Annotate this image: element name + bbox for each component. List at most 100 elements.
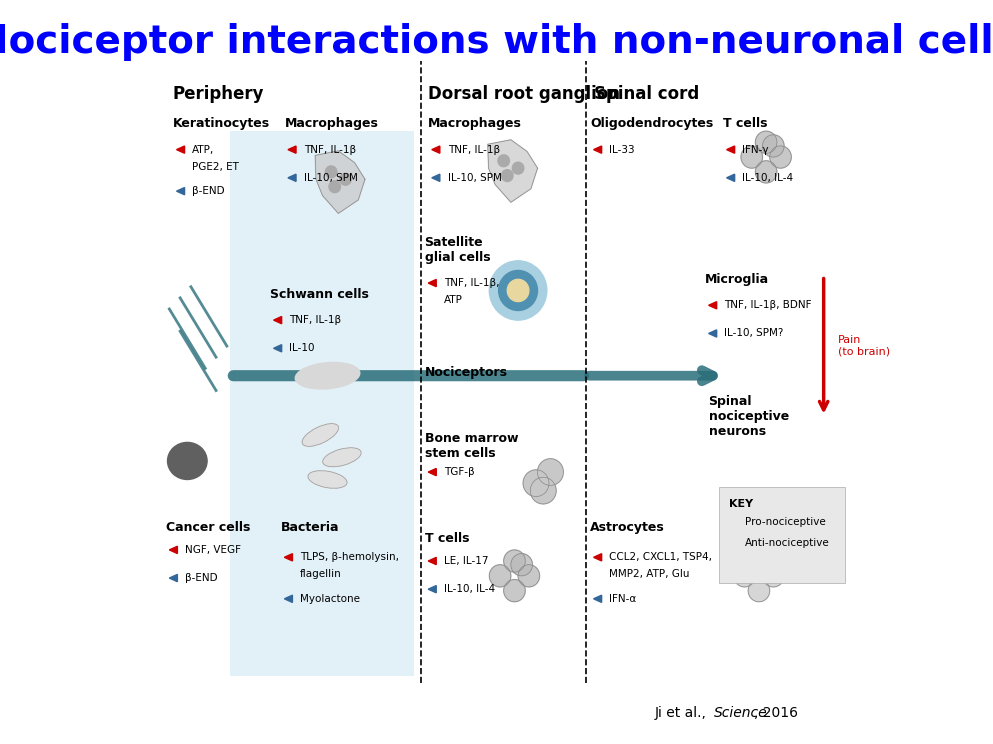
Circle shape xyxy=(326,166,337,178)
Polygon shape xyxy=(274,344,282,352)
Circle shape xyxy=(518,565,539,587)
Polygon shape xyxy=(729,519,737,526)
Polygon shape xyxy=(315,151,365,214)
Text: Bacteria: Bacteria xyxy=(281,521,340,534)
Text: KEY: KEY xyxy=(729,499,753,509)
Text: IL-10, IL-4: IL-10, IL-4 xyxy=(444,584,496,594)
Polygon shape xyxy=(727,146,735,153)
Text: Nociceptor interactions with non-neuronal cells: Nociceptor interactions with non-neurona… xyxy=(0,23,993,61)
Polygon shape xyxy=(428,280,436,286)
Ellipse shape xyxy=(302,423,339,446)
FancyBboxPatch shape xyxy=(230,131,414,676)
Text: TNF, IL-1β,: TNF, IL-1β, xyxy=(444,278,499,288)
Text: NGF, VEGF: NGF, VEGF xyxy=(185,545,241,555)
Polygon shape xyxy=(274,316,282,324)
Circle shape xyxy=(340,173,352,185)
Ellipse shape xyxy=(308,471,347,488)
Circle shape xyxy=(510,554,532,576)
Polygon shape xyxy=(594,595,602,603)
Text: Cancer cells: Cancer cells xyxy=(166,521,250,534)
Circle shape xyxy=(503,550,525,572)
Text: Macrophages: Macrophages xyxy=(428,118,522,130)
Polygon shape xyxy=(432,146,440,153)
Polygon shape xyxy=(288,146,296,153)
Text: TGF-β: TGF-β xyxy=(444,467,475,477)
Ellipse shape xyxy=(323,448,361,466)
Text: LE, IL-17: LE, IL-17 xyxy=(444,556,489,566)
Polygon shape xyxy=(594,554,602,561)
Text: Macrophages: Macrophages xyxy=(284,118,378,130)
Text: IL-10, SPM: IL-10, SPM xyxy=(448,173,501,183)
Text: Myolactone: Myolactone xyxy=(300,594,360,604)
Text: Science: Science xyxy=(714,706,768,720)
Text: IL-10, SPM?: IL-10, SPM? xyxy=(725,328,783,339)
Text: IFN-γ: IFN-γ xyxy=(743,144,769,155)
Circle shape xyxy=(507,279,529,301)
Text: , 2016: , 2016 xyxy=(754,706,798,720)
Polygon shape xyxy=(177,187,185,195)
Text: flagellin: flagellin xyxy=(300,569,342,580)
Text: Satellite
glial cells: Satellite glial cells xyxy=(425,236,491,263)
Polygon shape xyxy=(709,330,717,337)
Text: Bone marrow
stem cells: Bone marrow stem cells xyxy=(425,432,518,460)
Circle shape xyxy=(490,261,547,320)
Circle shape xyxy=(763,565,784,587)
Text: Pain
(to brain): Pain (to brain) xyxy=(838,336,890,357)
Polygon shape xyxy=(709,301,717,309)
Circle shape xyxy=(756,161,777,183)
Text: IFN-α: IFN-α xyxy=(610,594,637,604)
Text: β-END: β-END xyxy=(193,186,225,196)
Text: IL-33: IL-33 xyxy=(610,144,635,155)
Text: Spinal
nociceptive
neurons: Spinal nociceptive neurons xyxy=(709,395,788,438)
Polygon shape xyxy=(428,586,436,593)
Circle shape xyxy=(756,554,777,576)
Polygon shape xyxy=(284,595,292,603)
Text: Ji et al.,: Ji et al., xyxy=(654,706,715,720)
Circle shape xyxy=(741,146,763,168)
Ellipse shape xyxy=(295,362,359,389)
Circle shape xyxy=(748,580,770,602)
Text: Nociceptors: Nociceptors xyxy=(425,365,507,379)
Text: TNF, IL-1β: TNF, IL-1β xyxy=(448,144,499,155)
Ellipse shape xyxy=(168,443,208,479)
Text: Spinal cord: Spinal cord xyxy=(594,85,699,103)
Text: TNF, IL-1β: TNF, IL-1β xyxy=(304,144,355,155)
Text: IL-10: IL-10 xyxy=(289,343,315,353)
Text: MMP2, ATP, Glu: MMP2, ATP, Glu xyxy=(610,569,690,580)
Text: CCL2, CXCL1, TSP4,: CCL2, CXCL1, TSP4, xyxy=(610,552,712,562)
Circle shape xyxy=(537,459,563,485)
Text: Schwann cells: Schwann cells xyxy=(270,288,368,301)
Polygon shape xyxy=(170,574,178,582)
Circle shape xyxy=(512,162,524,174)
Polygon shape xyxy=(432,174,440,182)
Text: ATP: ATP xyxy=(444,295,463,305)
Text: Astrocytes: Astrocytes xyxy=(590,521,664,534)
Text: Anti-nociceptive: Anti-nociceptive xyxy=(745,538,829,548)
Text: T cells: T cells xyxy=(425,532,469,545)
Circle shape xyxy=(503,580,525,602)
Text: Microglia: Microglia xyxy=(705,273,770,286)
Polygon shape xyxy=(428,557,436,565)
Circle shape xyxy=(329,181,341,193)
Text: Pro-nociceptive: Pro-nociceptive xyxy=(745,518,825,527)
Circle shape xyxy=(523,470,549,496)
Polygon shape xyxy=(727,174,735,182)
Polygon shape xyxy=(488,140,537,202)
Polygon shape xyxy=(288,174,296,182)
Text: T cells: T cells xyxy=(723,118,768,130)
Circle shape xyxy=(498,271,537,310)
Circle shape xyxy=(501,170,513,182)
Text: IL-10, SPM: IL-10, SPM xyxy=(304,173,357,183)
Text: PGE2, ET: PGE2, ET xyxy=(193,161,239,172)
Circle shape xyxy=(770,146,791,168)
Text: TNF, IL-1β: TNF, IL-1β xyxy=(289,315,342,325)
Text: Dorsal root ganglion: Dorsal root ganglion xyxy=(428,85,621,103)
Circle shape xyxy=(530,477,556,504)
Text: TNF, IL-1β, BDNF: TNF, IL-1β, BDNF xyxy=(725,301,812,310)
Circle shape xyxy=(490,565,510,587)
Polygon shape xyxy=(594,146,602,153)
Circle shape xyxy=(748,550,770,572)
FancyBboxPatch shape xyxy=(719,487,845,583)
Polygon shape xyxy=(428,469,436,475)
Circle shape xyxy=(497,155,509,167)
